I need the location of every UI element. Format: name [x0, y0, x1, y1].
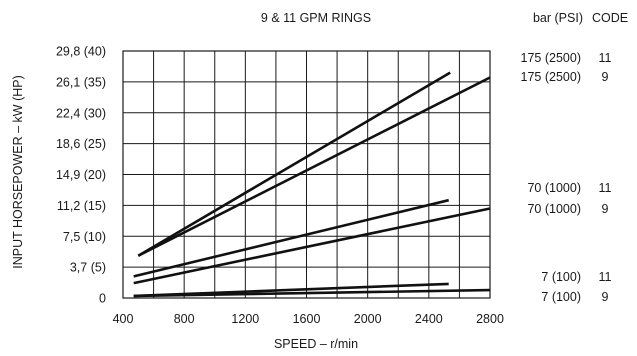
series-line-70-bar-code-11	[133, 198, 450, 278]
y-tick-label: 11,2 (15)	[57, 199, 106, 213]
series-labels: 175 (2500) 11 175 (2500) 9 70 (1000) 11 70 (10…	[521, 51, 612, 304]
series-pressure-label: 70 (1000)	[527, 181, 581, 195]
series-line-175-bar-code-11	[137, 71, 451, 257]
y-tick-label: 26,1 (35)	[56, 75, 106, 89]
x-tick-label: 1600	[293, 312, 321, 326]
x-tick-label: 2800	[476, 312, 504, 326]
x-tick-label: 2400	[415, 312, 443, 326]
x-axis-title: SPEED – r/min	[274, 337, 358, 351]
series-code-label: 9	[602, 202, 609, 216]
plot-frame	[122, 50, 491, 299]
series-code-label: 9	[602, 290, 609, 304]
series-pressure-label: 175 (2500)	[521, 51, 581, 65]
x-tick-label: 400	[113, 312, 134, 326]
x-tick-label: 2000	[354, 312, 382, 326]
y-tick-labels: 0 3,7 (5) 7,5 (10) 11,2 (15) 14,9 (20) 18,6 (…	[56, 45, 106, 306]
y-tick-label: 3,7 (5)	[70, 261, 106, 275]
y-axis-title: INPUT HORSEPOWER – kW (HP)	[11, 75, 25, 269]
series-pressure-label: 70 (1000)	[527, 202, 581, 216]
series-line-175-bar-code-9	[137, 76, 491, 257]
series-code-label: 11	[599, 181, 612, 195]
series-code-label: 11	[599, 51, 612, 65]
grid	[122, 50, 491, 299]
series-line-70-bar-code-9	[133, 207, 491, 285]
y-tick-label: 29,8 (40)	[56, 45, 106, 59]
y-tick-label: 18,6 (25)	[56, 137, 106, 151]
series-pressure-label: 7 (100)	[541, 290, 581, 304]
x-tick-label: 800	[174, 312, 195, 326]
y-tick-label: 22,4 (30)	[56, 106, 106, 120]
y-tick-label: 0	[99, 292, 106, 306]
series-pressure-label: 175 (2500)	[521, 70, 581, 84]
code-column-header: CODE	[592, 11, 628, 25]
series-lines	[133, 71, 491, 298]
chart-title: 9 & 11 GPM RINGS	[261, 11, 371, 25]
series-pressure-label: 7 (100)	[541, 270, 581, 284]
series-code-label: 9	[602, 70, 609, 84]
x-tick-label: 1200	[231, 312, 259, 326]
x-tick-labels: 400 800 1200 1600 2000 2400 2800	[113, 312, 504, 326]
y-tick-label: 7,5 (10)	[63, 230, 106, 244]
series-line-7-bar-code-9	[133, 288, 491, 298]
series-code-label: 11	[599, 270, 612, 284]
y-tick-label: 14,9 (20)	[56, 168, 106, 182]
pressure-column-header: bar (PSI)	[533, 11, 583, 25]
